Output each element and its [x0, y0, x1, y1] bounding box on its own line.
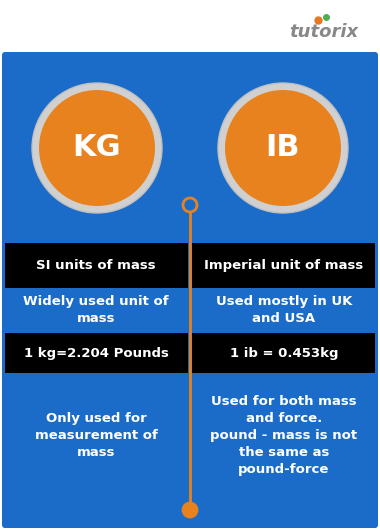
Circle shape	[225, 90, 341, 206]
Text: SI units of mass: SI units of mass	[36, 259, 156, 272]
Circle shape	[218, 83, 348, 213]
FancyBboxPatch shape	[192, 288, 375, 333]
FancyBboxPatch shape	[192, 373, 375, 498]
FancyBboxPatch shape	[5, 373, 188, 498]
FancyBboxPatch shape	[5, 243, 188, 288]
Text: IB: IB	[266, 134, 300, 162]
FancyBboxPatch shape	[192, 333, 375, 373]
Circle shape	[32, 83, 162, 213]
Text: KG: KG	[73, 134, 121, 162]
Text: tutorix: tutorix	[289, 23, 358, 41]
Text: Only used for
measurement of
mass: Only used for measurement of mass	[35, 412, 157, 459]
FancyBboxPatch shape	[2, 52, 378, 528]
FancyBboxPatch shape	[192, 243, 375, 288]
Text: Widely used unit of
mass: Widely used unit of mass	[23, 295, 169, 326]
FancyBboxPatch shape	[5, 333, 188, 373]
FancyBboxPatch shape	[5, 288, 188, 333]
Circle shape	[39, 90, 155, 206]
Text: 1 kg=2.204 Pounds: 1 kg=2.204 Pounds	[24, 346, 168, 360]
Circle shape	[183, 503, 197, 517]
Text: 1 ib = 0.453kg: 1 ib = 0.453kg	[230, 346, 338, 360]
Text: Used for both mass
and force.
pound - mass is not
the same as
pound-force: Used for both mass and force. pound - ma…	[211, 395, 358, 476]
Text: Used mostly in UK
and USA: Used mostly in UK and USA	[216, 295, 352, 326]
Text: Imperial unit of mass: Imperial unit of mass	[204, 259, 364, 272]
